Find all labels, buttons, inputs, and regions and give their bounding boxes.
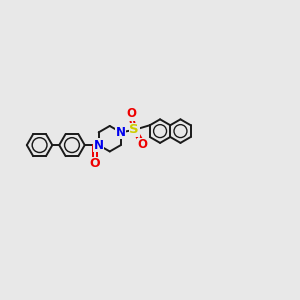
Text: O: O [90, 158, 100, 170]
Text: O: O [137, 138, 147, 151]
Text: N: N [116, 126, 126, 139]
Text: S: S [130, 123, 139, 136]
Text: N: N [94, 139, 104, 152]
Text: O: O [126, 107, 136, 120]
